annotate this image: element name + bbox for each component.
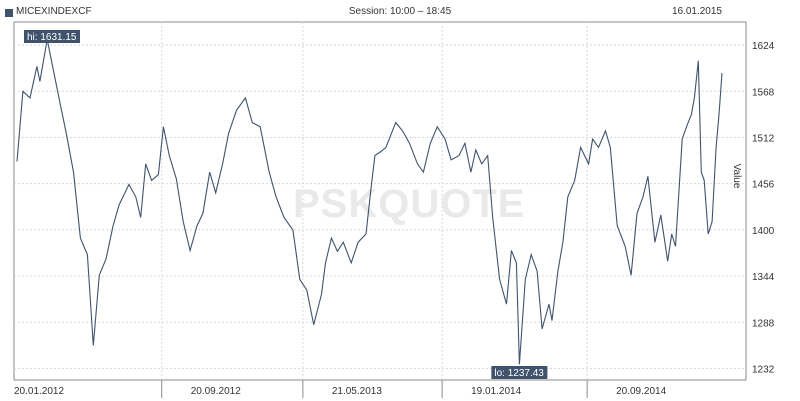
y-axis: 1232 1288 1344 1400 1456 1512 1568 1624: [752, 41, 775, 375]
watermark: PSKQUOTE: [293, 182, 525, 226]
plot-frame: [13, 21, 747, 381]
symbol-label: MICEXINDEXCF: [16, 6, 92, 17]
grid: [14, 22, 746, 380]
y-tick-label: 1232: [752, 364, 775, 375]
x-tick-label: 19.01.2014: [471, 386, 521, 397]
hi-badge-box: [24, 30, 80, 43]
hi-badge-label: hi: 1631.15: [27, 32, 77, 43]
y-tick-label: 1456: [752, 180, 775, 191]
hi-badge: hi: 1631.15: [24, 30, 80, 43]
y-axis-label: Value: [731, 164, 742, 189]
y-tick-label: 1568: [752, 87, 775, 98]
chart-header: MICEXINDEXCF Session: 10:00 – 18:45 16.0…: [0, 0, 800, 22]
x-tick-label: 21.05.2013: [332, 386, 382, 397]
y-tick-label: 1512: [752, 133, 775, 144]
lo-badge-box: [491, 366, 548, 379]
x-tick-label: 20.09.2014: [616, 386, 666, 397]
x-tick-label: 20.09.2012: [191, 386, 241, 397]
date-label: 16.01.2015: [671, 6, 722, 17]
y-tick-label: 1288: [752, 318, 775, 329]
x-tick-label: 20.01.2012: [14, 386, 64, 397]
lo-badge: lo: 1237.43: [491, 366, 548, 379]
lo-badge-label: lo: 1237.43: [494, 368, 544, 379]
symbol-marker-icon: [5, 9, 13, 17]
x-axis: 20.01.2012 20.09.2012 21.05.2013 19.01.2014…: [14, 380, 667, 398]
y-tick-label: 1400: [752, 226, 775, 237]
price-series-line: [16, 39, 723, 365]
y-tick-label: 1344: [752, 272, 775, 283]
session-label: Session: 10:00 – 18:45: [348, 6, 452, 17]
y-tick-label: 1624: [752, 41, 775, 52]
